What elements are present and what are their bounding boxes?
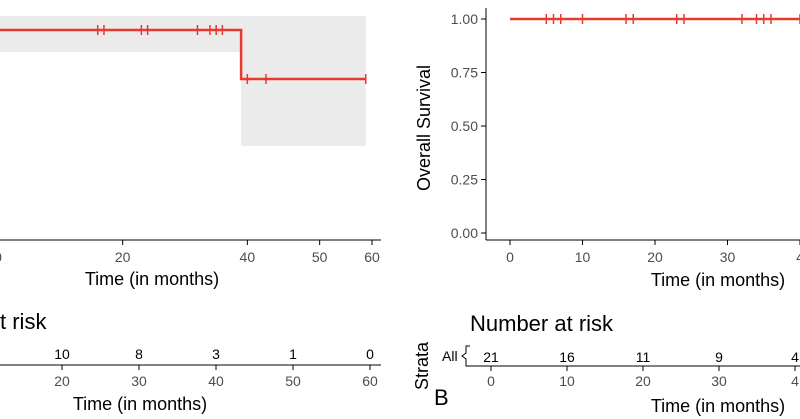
y-tick-label: 0.00 — [451, 225, 478, 241]
panel-b-stratum-all: All — [442, 348, 458, 364]
panel-a-censor-marks — [96, 25, 367, 84]
risk-tick-label: 30 — [131, 373, 147, 389]
panel-b-y-axis-label: Overall Survival — [414, 65, 434, 191]
risk-tick-label: 40 — [208, 373, 224, 389]
risk-count: 3 — [212, 346, 220, 362]
risk-count: 21 — [483, 349, 499, 365]
x-tick-label: 50 — [312, 249, 328, 265]
risk-count: 10 — [54, 346, 70, 362]
panel-a-plot — [0, 16, 367, 146]
y-tick-label: 0.50 — [451, 118, 478, 134]
panel-b-strata-label: Strata — [412, 341, 432, 390]
panel-a: 020406050 Time (in months) t risk 108310… — [0, 16, 381, 414]
panel-b-letter: B — [434, 385, 449, 410]
x-tick-label: 0 — [506, 249, 514, 265]
panel-b-censor-marks — [545, 14, 800, 24]
y-tick-label: 1.00 — [451, 11, 478, 27]
panel-b-risk-values: 21 16 11 9 4 — [483, 349, 799, 365]
panel-b-x-ticks: 0 10 20 30 4 — [506, 240, 800, 265]
x-tick-label: 40 — [240, 249, 256, 265]
risk-count: 4 — [791, 349, 799, 365]
risk-tick-label: 60 — [362, 373, 378, 389]
panel-a-x-axis-label: Time (in months) — [85, 269, 219, 289]
y-tick-label: 0.75 — [451, 65, 478, 81]
panel-a-risk-x-label: Time (in months) — [73, 394, 207, 414]
risk-tick-label: 0 — [487, 373, 495, 389]
panel-b-risk-table-title: Number at risk — [470, 311, 614, 336]
panel-a-ci-band-1 — [0, 16, 242, 52]
risk-tick-label: 50 — [285, 373, 301, 389]
risk-tick-label: 20 — [54, 373, 70, 389]
risk-count: 11 — [636, 349, 651, 365]
panel-a-risk-values: 10 8 3 1 0 — [54, 346, 374, 362]
risk-count: 8 — [135, 346, 143, 362]
panel-a-x-ticks: 0 20 40 60 50 — [0, 240, 380, 265]
panel-a-risk-ticks: 20 30 40 50 60 — [54, 365, 378, 389]
x-tick-label: 0 — [0, 249, 2, 265]
panel-b-risk-ticks: 0 10 20 30 4 — [487, 366, 799, 389]
x-tick-label: 30 — [720, 249, 736, 265]
risk-count: 1 — [289, 346, 297, 362]
panel-b-risk-x-label: Time (in months) — [651, 396, 785, 416]
panel-b-strata-brace — [461, 345, 470, 367]
risk-tick-label: 4 — [791, 373, 799, 389]
x-tick-label: 60 — [364, 249, 380, 265]
risk-count: 16 — [559, 349, 575, 365]
x-tick-label: 4 — [796, 249, 800, 265]
x-tick-label: 20 — [115, 249, 131, 265]
x-tick-label: 20 — [647, 249, 663, 265]
y-tick-label: 0.25 — [451, 172, 478, 188]
panel-b: Overall Survival 0.00 0.25 0.50 0.75 1.00 0 1… — [412, 8, 800, 416]
panel-a-risk-table-title: t risk — [0, 309, 47, 334]
risk-tick-label: 20 — [635, 373, 651, 389]
risk-count: 0 — [366, 346, 374, 362]
panel-b-y-ticks: 0.00 0.25 0.50 0.75 1.00 — [451, 11, 486, 241]
risk-count: 9 — [715, 349, 723, 365]
panel-a-ci-band-2 — [241, 16, 366, 146]
panel-a-survival-curve — [0, 28, 366, 81]
panel-b-x-axis-label: Time (in months) — [651, 270, 785, 290]
x-tick-label: 10 — [575, 249, 591, 265]
risk-tick-label: 30 — [711, 373, 727, 389]
risk-tick-label: 10 — [559, 373, 575, 389]
